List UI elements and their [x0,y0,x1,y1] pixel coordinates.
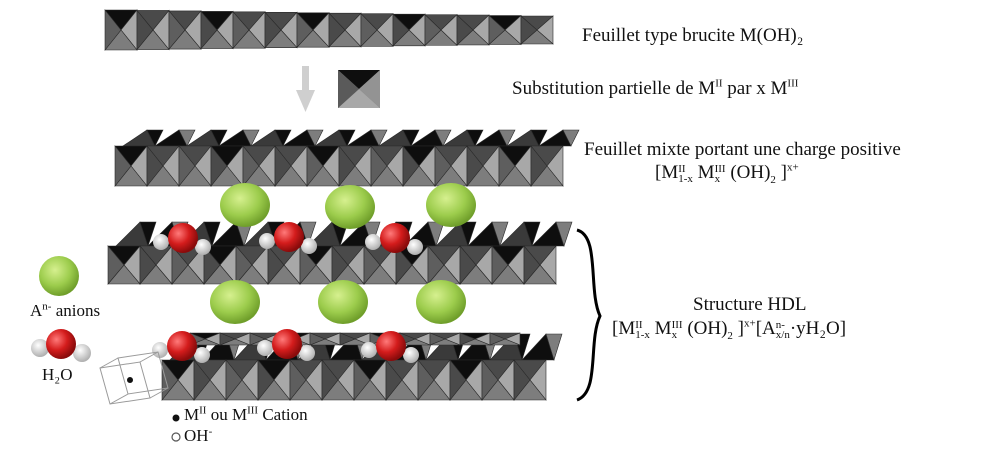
water-molecule [361,331,419,363]
legend-oh-circle [171,432,181,442]
brucite-sheet-label: Feuillet type brucite M(OH)₂ [582,25,804,46]
curly-brace [576,228,602,402]
down-arrow-icon [296,66,315,112]
brucite-sheet [104,9,554,51]
water-molecule [365,223,423,255]
legend-anion-label: An- anions [30,300,101,320]
anion-sphere [210,280,260,324]
legend-water-molecule [31,329,91,362]
water-molecule [152,331,210,363]
legend-anion-sphere [39,256,79,296]
anion-sphere [325,185,375,229]
mixed-sheet-label: Feuillet mixte portant une charge positi… [584,139,901,160]
water-molecule [259,222,317,254]
legend-cation-dot [172,414,180,422]
cation-marker [127,377,133,383]
legend-cation-label: MII ou MIII Cation [184,404,308,424]
substituted-octahedron-icon [338,70,380,108]
anion-sphere [416,280,466,324]
anion-sphere [426,183,476,227]
water-molecule [153,223,211,255]
legend-oh-label: OH- [184,425,213,445]
anion-sphere [220,183,270,227]
hdl-structure-title: Structure HDL [693,294,807,315]
mixed-sheet [114,129,580,187]
legend-water-label: H₂O [42,365,73,384]
unit-cell-wireframe [99,351,169,405]
hdl-sheet-lower [161,333,563,401]
anion-sphere [318,280,368,324]
water-molecule [257,329,315,361]
hdl-sheet-rear [189,332,521,346]
mixed-sheet-formula: [M II 1-x M III x (OH)2 ]x+ [655,161,799,186]
hdl-structure-formula: [M II 1-x M III x (OH)2 ]x+[A n-x/n ·yH₂O] [612,317,847,342]
substitution-label: Substitution partielle de MII par x MIII [512,77,799,99]
